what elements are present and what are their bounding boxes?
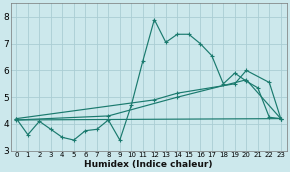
X-axis label: Humidex (Indice chaleur): Humidex (Indice chaleur) bbox=[84, 159, 213, 169]
